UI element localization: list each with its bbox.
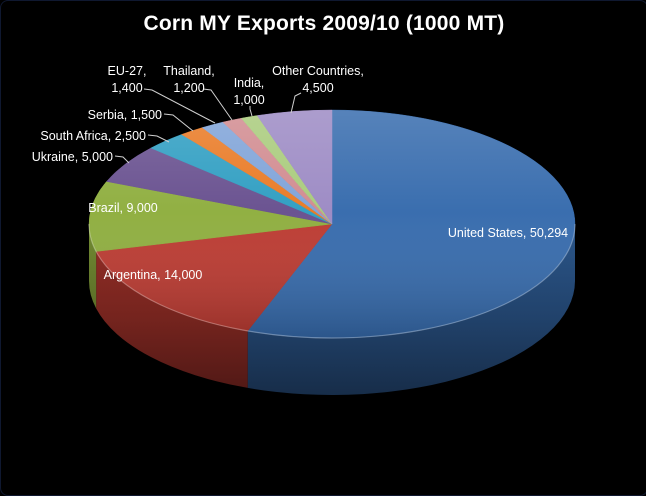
slice-label-thailand: Thailand, 1,200 [163,64,214,95]
slice-label-south-africa: South Africa, 2,500 [40,129,146,143]
slice-label-serbia: Serbia, 1,500 [88,108,162,122]
slice-label-united-states: United States, 50,294 [448,226,568,240]
leader-line-eu-27 [143,88,216,124]
chart-title: Corn MY Exports 2009/10 (1000 MT) [143,12,505,35]
leader-line-ukraine [114,155,130,164]
leader-line-thailand [202,88,233,121]
slice-label-eu-27: EU-27, 1,400 [108,64,147,95]
leader-line-serbia [163,113,194,132]
slice-label-other-countries: Other Countries, 4,500 [272,64,364,95]
slice-label-brazil: Brazil, 9,000 [88,201,158,215]
leader-line-other-countries [290,92,302,114]
pie-rim-highlight [88,223,576,339]
leader-line-south-africa [147,134,170,143]
slice-label-argentina: Argentina, 14,000 [104,268,203,282]
slice-label-ukraine: Ukraine, 5,000 [32,150,113,164]
pie-wall-united-states [247,224,575,395]
slice-label-india: India, 1,000 [233,76,264,107]
leader-line-india [249,106,253,117]
